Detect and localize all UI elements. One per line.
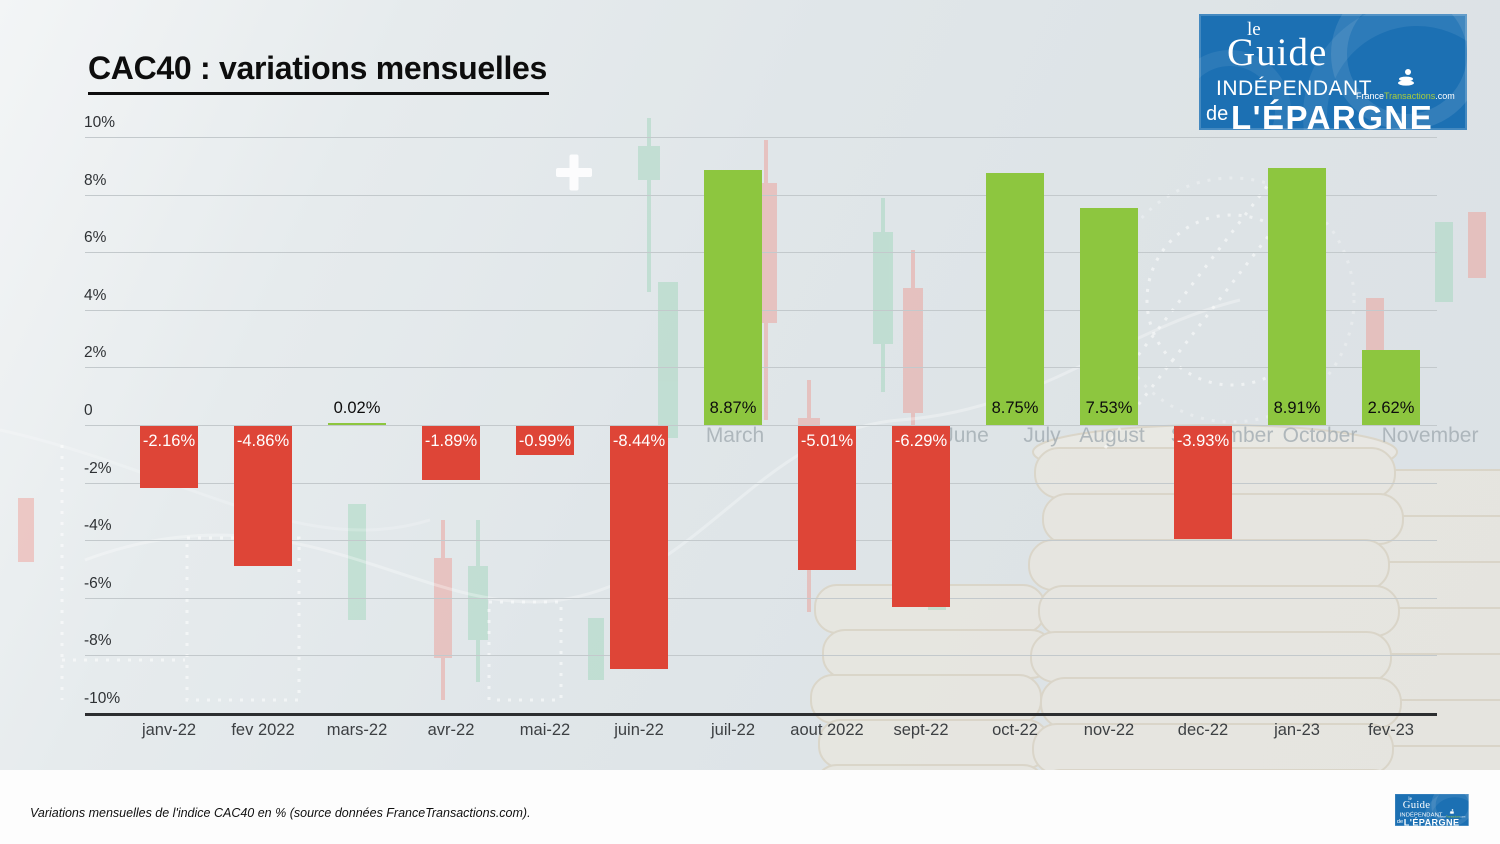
x-axis-label: sept-22 — [893, 721, 949, 739]
brand-logo-small: le Guide INDÉPENDANT FranceTransactions.… — [1395, 794, 1470, 836]
chart-title: CAC40 : variations mensuelles — [88, 50, 550, 95]
value-label: -5.01% — [800, 432, 854, 450]
trend-line-watermark — [0, 298, 1241, 604]
gridline — [85, 540, 1437, 541]
logo-word-independant: INDÉPENDANT — [1216, 77, 1373, 100]
site-transactions: Transactions — [1384, 91, 1436, 101]
bar-mars-22 — [328, 423, 386, 425]
footer: Variations mensuelles de l'indice CAC40 … — [0, 770, 1500, 844]
logo-word-guide: Guide — [1227, 31, 1328, 74]
y-tick-label: 2% — [84, 344, 107, 361]
x-axis-label: fev-23 — [1368, 721, 1414, 739]
y-tick-label: -4% — [84, 517, 112, 534]
bar-juin-22 — [610, 426, 668, 670]
value-label: 2.62% — [1367, 399, 1415, 417]
bar-fev-23 — [1362, 349, 1420, 425]
value-label: -3.93% — [1176, 432, 1230, 450]
value-label: 0.02% — [333, 399, 381, 417]
gridline — [85, 137, 1437, 138]
x-axis-label: fev 2022 — [231, 721, 295, 739]
value-label: 8.91% — [1273, 399, 1321, 417]
y-tick-label: 6% — [84, 229, 107, 246]
bar-janv-22 — [140, 426, 198, 489]
x-axis-label: juil-22 — [710, 721, 756, 739]
y-tick-label: 8% — [84, 172, 107, 189]
y-tick-label: -2% — [84, 460, 112, 477]
site-france: France — [1438, 815, 1446, 818]
source-note: Variations mensuelles de l'indice CAC40 … — [30, 806, 531, 820]
bar-oct-22 — [986, 173, 1044, 425]
x-axis-label: nov-22 — [1083, 721, 1135, 739]
gridline — [85, 655, 1437, 656]
x-axis-label: juin-22 — [614, 721, 664, 739]
value-label: 7.53% — [1085, 399, 1133, 417]
site-france: France — [1356, 91, 1385, 101]
value-label: -6.29% — [894, 432, 948, 450]
logo-word-le: le — [1247, 19, 1261, 40]
y-tick-label: -8% — [84, 632, 112, 649]
value-label: -1.89% — [424, 432, 478, 450]
bar-mai-22 — [516, 426, 574, 455]
logo-word-guide: Guide — [1402, 798, 1431, 811]
bar-juil-22 — [704, 169, 762, 425]
value-label: 8.75% — [991, 399, 1039, 417]
x-axis-label: jan-23 — [1274, 721, 1320, 739]
y-tick-label: 0 — [84, 402, 93, 419]
logo-word-de: de — [1206, 103, 1229, 125]
brand-logo: le Guide INDÉPENDANT FranceTransactions.… — [1199, 14, 1467, 130]
bar-nov-22 — [1080, 208, 1138, 425]
x-axis-label: janv-22 — [141, 721, 197, 739]
x-axis-label: dec-22 — [1177, 721, 1229, 739]
bar-jan-23 — [1268, 168, 1326, 425]
site-com: .com — [1459, 815, 1466, 818]
value-label: -8.44% — [612, 432, 666, 450]
france-transactions-icon — [1397, 68, 1415, 93]
x-axis-label: aout 2022 — [790, 721, 864, 739]
value-label: 8.87% — [709, 399, 757, 417]
bar-dec-22 — [1174, 426, 1232, 540]
y-tick-label: 4% — [84, 287, 107, 304]
bar-fev 2022 — [234, 426, 292, 566]
plus-sign-watermark — [556, 154, 592, 191]
value-label: -0.99% — [518, 432, 572, 450]
logo-word-le: le — [1408, 795, 1412, 802]
x-axis-label: oct-22 — [992, 721, 1038, 739]
site-com: .com — [1435, 91, 1455, 101]
x-axis-label: mars-22 — [326, 721, 388, 739]
gridline — [85, 425, 1437, 426]
value-label: -2.16% — [142, 432, 196, 450]
logo-word-epargne: L'ÉPARGNE — [1403, 817, 1460, 826]
bar-avr-22 — [422, 426, 480, 481]
logo-circle-decoration — [1423, 794, 1469, 826]
y-tick-label: -6% — [84, 575, 112, 592]
x-axis-label: avr-22 — [427, 721, 475, 739]
bar-aout 2022 — [798, 426, 856, 571]
y-tick-label: -10% — [84, 690, 121, 707]
france-transactions-icon — [1449, 809, 1455, 816]
x-axis-label: mai-22 — [519, 721, 571, 739]
logo-word-independant: INDÉPENDANT — [1399, 811, 1443, 818]
gridline — [85, 483, 1437, 484]
logo-word-epargne: L'ÉPARGNE — [1231, 99, 1434, 130]
bar-sept-22 — [892, 426, 950, 608]
site-transactions: Transactions — [1445, 815, 1460, 818]
value-label: -4.86% — [236, 432, 290, 450]
gridline — [85, 598, 1437, 599]
france-transactions-label: FranceTransactions.com — [1356, 91, 1455, 101]
logo-word-de: de — [1396, 818, 1404, 825]
gridline — [85, 713, 1437, 716]
y-tick-label: 10% — [84, 114, 116, 131]
france-transactions-label: FranceTransactions.com — [1438, 815, 1465, 818]
